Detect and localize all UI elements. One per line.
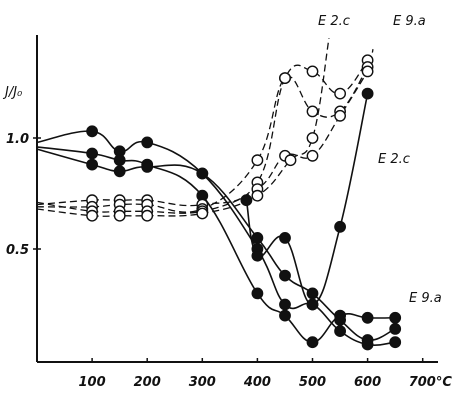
annotation-e9a-top: E 9.a	[393, 14, 426, 29]
data-point-s2-6	[251, 287, 264, 300]
data-point-s8-6	[251, 189, 264, 202]
tick-group: 100 200 300 400 500 600 700°C 0.5 1.0	[6, 132, 452, 390]
data-point-s2-8	[306, 336, 319, 349]
data-point-s7-8	[306, 149, 319, 162]
data-point-s4-6	[361, 87, 374, 100]
data-point-s2-2	[86, 147, 99, 160]
data-point-s2-7	[279, 309, 291, 322]
x-tick-label-500: 500	[299, 375, 326, 390]
series-line-5	[36, 48, 374, 207]
data-point-s8-3	[113, 209, 126, 222]
x-tick-label-600: 600	[354, 375, 381, 390]
x-tick-label-200: 200	[134, 375, 161, 390]
x-tick-label-300: 300	[189, 375, 216, 390]
data-point-s3-2	[86, 158, 99, 171]
data-point-s6-7	[279, 72, 291, 85]
data-point-s3-3	[113, 165, 126, 178]
data-point-s3-11	[389, 322, 402, 335]
series-group	[36, 37, 396, 346]
y-axis-label: J/J₀	[2, 85, 23, 100]
y-tick-label-0.5: 0.5	[6, 243, 29, 258]
data-point-s2-11	[389, 311, 402, 324]
data-point-s3-9	[334, 314, 346, 326]
x-tick-label-400: 400	[243, 375, 271, 390]
data-point-s3-7	[279, 269, 291, 282]
data-point-s8-5	[196, 207, 209, 220]
marker-group	[86, 54, 402, 351]
data-point-s2-3	[113, 154, 126, 167]
data-point-s4-1	[240, 194, 253, 207]
data-point-s6-8	[306, 105, 319, 118]
data-point-s8-8	[306, 132, 319, 144]
annotation-e2c-mid: E 2.c	[378, 152, 410, 167]
data-point-s1-11	[389, 336, 402, 349]
annotation-e2c-top: E 2.c	[318, 14, 350, 29]
data-point-s5-8	[306, 65, 319, 78]
x-tick-label-100: 100	[79, 375, 106, 390]
data-point-s3-5	[196, 167, 209, 180]
series-line-6	[36, 66, 369, 213]
data-point-s3-8	[306, 287, 319, 300]
data-point-s1-4	[141, 136, 154, 149]
x-tick-label-700: 700°C	[409, 375, 453, 390]
data-point-s1-2	[86, 125, 99, 138]
data-point-s7-9	[334, 109, 346, 122]
data-point-s6-6	[251, 154, 264, 167]
data-point-s3-4	[141, 160, 154, 173]
data-point-s4-4	[306, 298, 319, 311]
data-point-s3-6	[251, 231, 264, 244]
series-line-7	[36, 71, 369, 214]
data-point-s1-7	[279, 298, 291, 311]
data-point-s7-10	[361, 65, 374, 78]
y-tick-label-1: 1.0	[6, 132, 29, 147]
data-point-s2-10	[361, 311, 374, 324]
series-line-4	[245, 93, 369, 306]
data-point-s1-9	[334, 325, 346, 337]
data-point-s4-5	[334, 220, 346, 233]
data-point-s4-2	[251, 249, 264, 262]
data-point-s5-9	[334, 87, 346, 100]
data-point-s8-4	[141, 209, 154, 222]
data-point-s4-3	[279, 231, 291, 244]
data-point-s8-2	[86, 209, 99, 222]
data-point-s3-10	[361, 334, 374, 346]
series-line-8	[36, 37, 330, 217]
data-point-s8-7	[284, 154, 297, 167]
annotation-e9a-bottom: E 9.a	[409, 291, 442, 306]
